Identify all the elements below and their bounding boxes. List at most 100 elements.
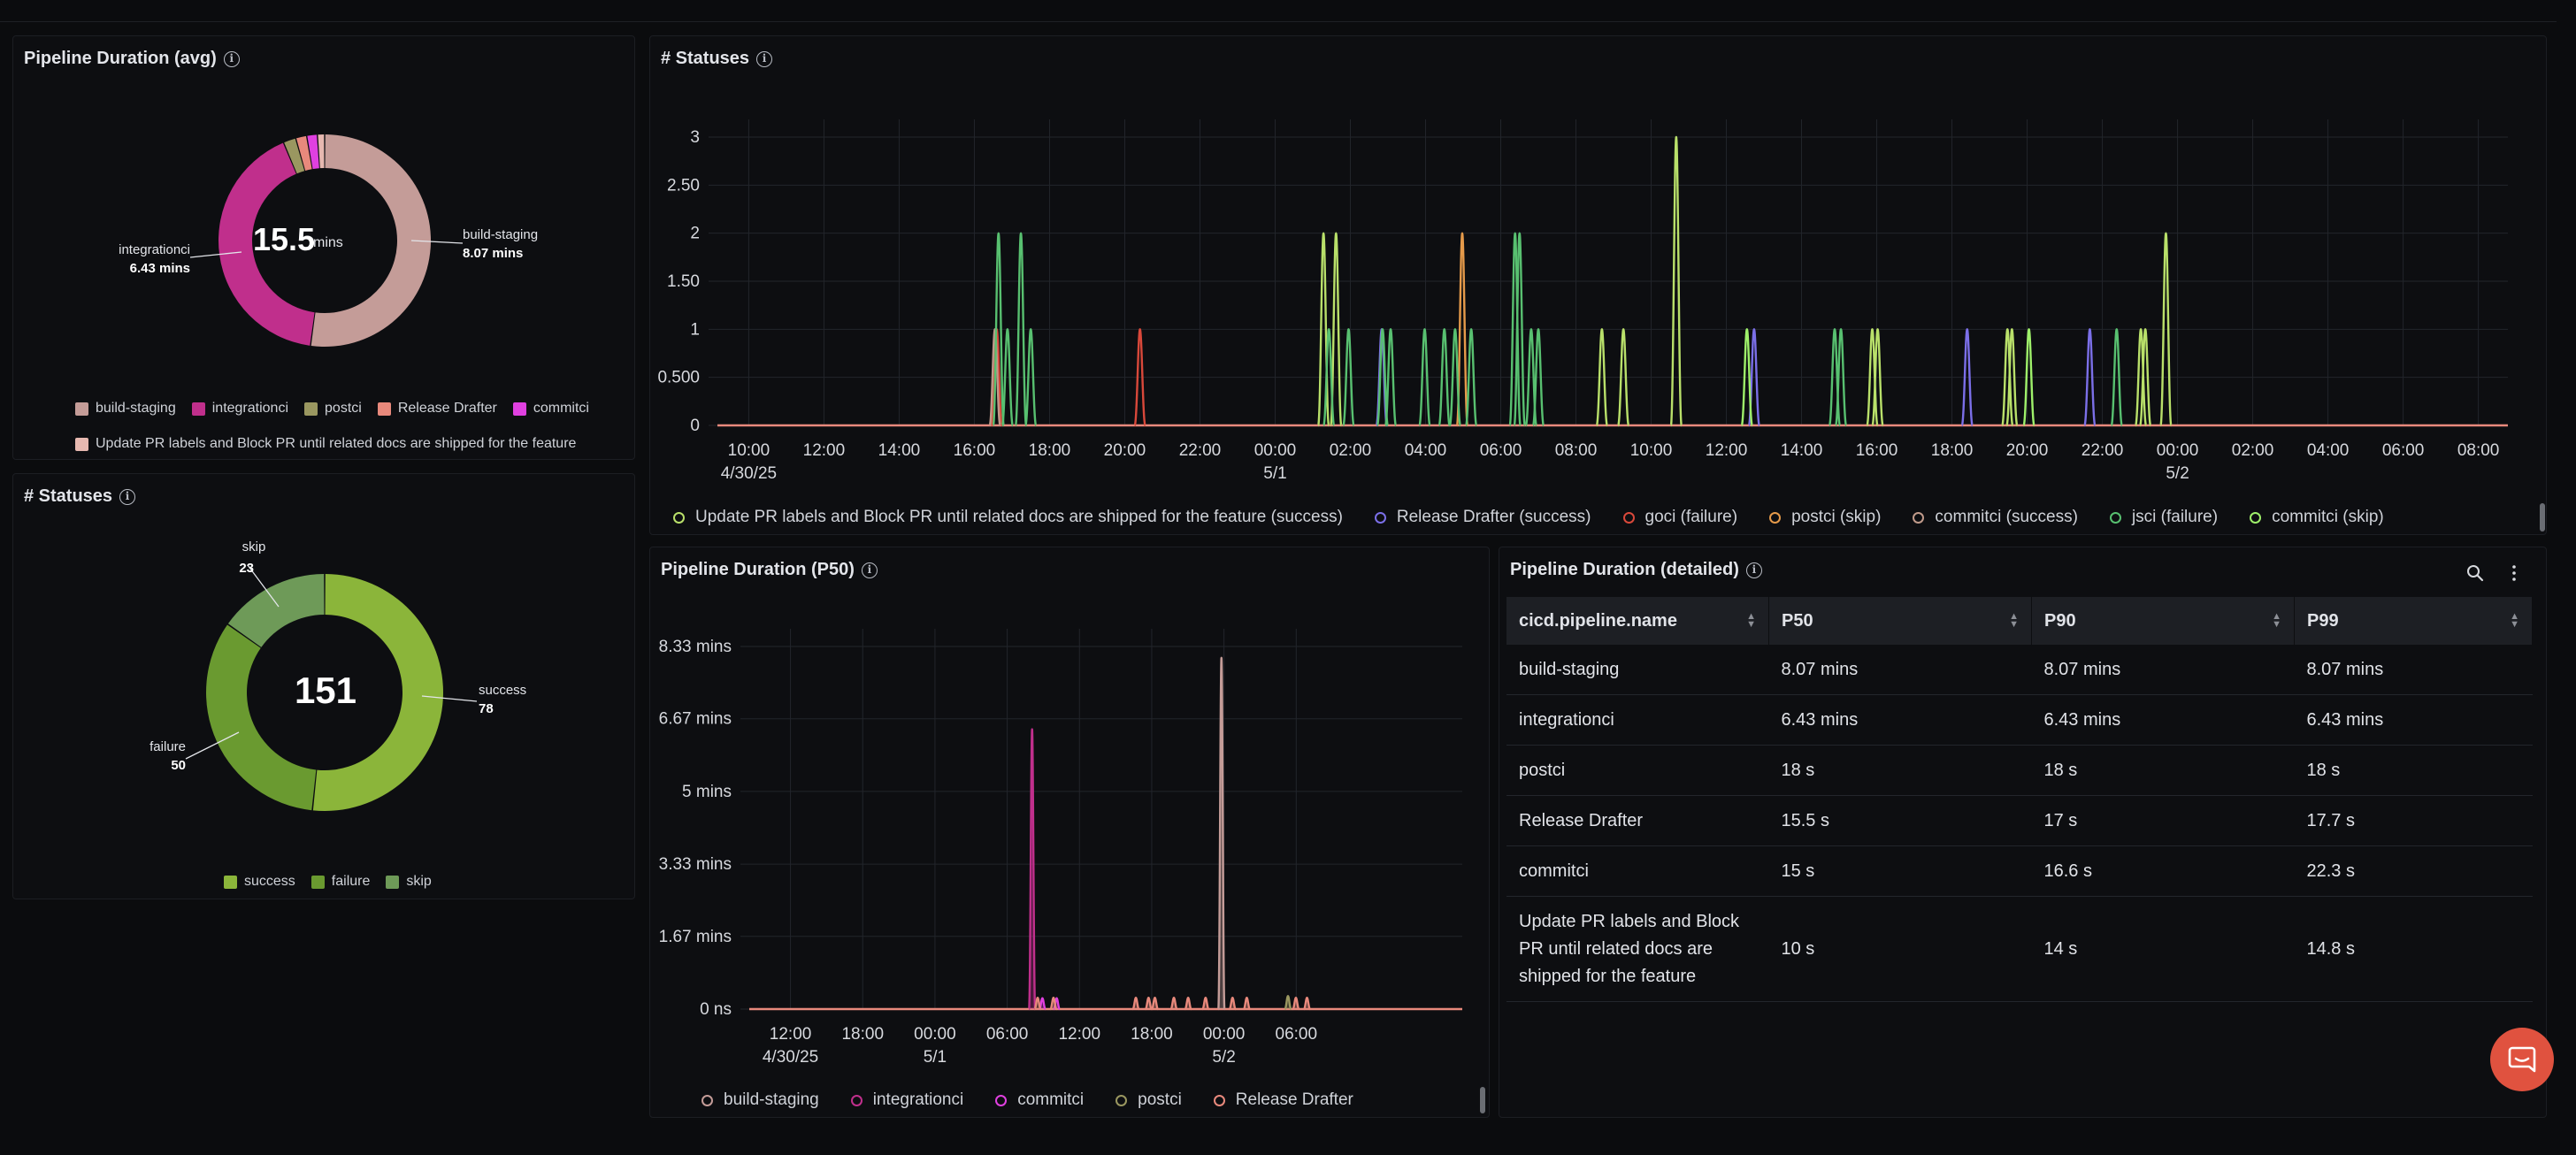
- data-point-spike[interactable]: [1508, 232, 1522, 427]
- sort-icon[interactable]: ▲ ▼: [2272, 611, 2281, 630]
- data-point-spike[interactable]: [1669, 135, 1683, 427]
- series-integrationci[interactable]: [1028, 728, 1037, 1011]
- legend-item-success[interactable]: success: [224, 874, 295, 890]
- data-point-spike[interactable]: [1217, 656, 1226, 1011]
- data-point-spike[interactable]: [1330, 232, 1343, 427]
- data-point-spike[interactable]: [2083, 328, 2097, 427]
- legend-item-series-2[interactable]: goci (failure): [1622, 508, 1737, 527]
- pie-slice-skip[interactable]: [227, 574, 325, 647]
- data-point-spike[interactable]: [2134, 328, 2148, 427]
- series-commitci-skip[interactable]: [1740, 328, 2036, 427]
- pie-slice-postci[interactable]: [284, 138, 305, 174]
- data-point-spike[interactable]: [1448, 328, 1462, 427]
- legend-item-series-0[interactable]: Update PR labels and Block PR until rela…: [673, 508, 1343, 527]
- data-point-spike[interactable]: [1464, 328, 1478, 427]
- data-point-spike[interactable]: [1384, 328, 1398, 427]
- legend-item-series-4[interactable]: commitci (success): [1913, 508, 2078, 527]
- sort-icon[interactable]: ▲ ▼: [2510, 611, 2519, 630]
- data-point-spike[interactable]: [1866, 328, 1879, 427]
- legend-item-integrationci[interactable]: integrationci: [191, 401, 288, 417]
- pie-slice-release-drafter[interactable]: [295, 135, 312, 171]
- data-point-spike[interactable]: [1284, 995, 1292, 1011]
- data-point-spike[interactable]: [1014, 232, 1028, 427]
- legend-item-series-5[interactable]: jsci (failure): [2109, 508, 2218, 527]
- info-icon[interactable]: i: [223, 50, 240, 67]
- data-point-spike[interactable]: [1150, 997, 1160, 1011]
- data-point-spike[interactable]: [1513, 232, 1526, 427]
- data-point-spike[interactable]: [2110, 328, 2123, 427]
- legend-item-release-drafter[interactable]: Release Drafter: [1213, 1090, 1353, 1110]
- pie-slice-failure[interactable]: [206, 624, 317, 811]
- legend-item-postci[interactable]: postci: [1116, 1090, 1182, 1110]
- column-header-p99[interactable]: P99 ▲ ▼: [2294, 597, 2533, 645]
- data-point-spike[interactable]: [992, 232, 1005, 427]
- data-point-spike[interactable]: [1871, 328, 1884, 427]
- legend-item-integrationci[interactable]: integrationci: [850, 1090, 963, 1110]
- pie-slice-commitci[interactable]: [307, 134, 319, 170]
- data-point-spike[interactable]: [1169, 997, 1178, 1011]
- legend-item-series-6[interactable]: commitci (skip): [2250, 508, 2384, 527]
- data-point-spike[interactable]: [1144, 997, 1154, 1011]
- more-options-icon[interactable]: [2510, 563, 2518, 583]
- data-point-spike[interactable]: [1033, 997, 1042, 1011]
- series-build-staging[interactable]: [1217, 656, 1226, 1011]
- legend-item-update-pr[interactable]: Update PR labels and Block PR until rela…: [75, 436, 576, 452]
- legend-item-series-3[interactable]: postci (skip): [1769, 508, 1881, 527]
- legend-item-skip[interactable]: skip: [386, 874, 432, 890]
- data-point-spike[interactable]: [1322, 328, 1336, 427]
- legend-item-failure[interactable]: failure: [310, 874, 370, 890]
- data-point-spike[interactable]: [1740, 328, 1753, 427]
- legend-item-commitci[interactable]: commitci: [995, 1090, 1084, 1110]
- data-point-spike[interactable]: [1834, 328, 1848, 427]
- info-icon[interactable]: i: [1745, 562, 1762, 578]
- table-row[interactable]: commitci 15 s 16.6 s 22.3 s: [1506, 845, 2533, 897]
- pie-slice-build-staging[interactable]: [310, 134, 432, 347]
- legend-item-commitci[interactable]: commitci: [512, 401, 589, 417]
- column-header-pipeline-name[interactable]: cicd.pipeline.name ▲ ▼: [1506, 597, 1769, 645]
- data-point-spike[interactable]: [1595, 328, 1609, 427]
- data-point-spike[interactable]: [2001, 328, 2014, 427]
- data-point-spike[interactable]: [1242, 997, 1252, 1011]
- legend-item-postci[interactable]: postci: [304, 401, 362, 417]
- data-point-spike[interactable]: [2159, 232, 2173, 427]
- sort-icon[interactable]: ▲ ▼: [1746, 611, 1756, 630]
- data-point-spike[interactable]: [1028, 728, 1037, 1011]
- legend-scrollbar[interactable]: [1480, 1087, 1485, 1113]
- data-point-spike[interactable]: [1531, 328, 1545, 427]
- series-postci[interactable]: [1284, 995, 1292, 1011]
- data-point-spike[interactable]: [1201, 997, 1210, 1011]
- pie-slice-success[interactable]: [312, 574, 444, 811]
- chat-support-button[interactable]: [2490, 1028, 2554, 1091]
- data-point-spike[interactable]: [1024, 328, 1038, 427]
- column-header-p90[interactable]: P90 ▲ ▼: [2031, 597, 2295, 645]
- data-point-spike[interactable]: [1131, 997, 1140, 1011]
- pie-slice-integrationci[interactable]: [218, 142, 315, 346]
- data-point-spike[interactable]: [1455, 232, 1469, 427]
- data-point-spike[interactable]: [2022, 328, 2036, 427]
- data-point-spike[interactable]: [2138, 328, 2152, 427]
- info-icon[interactable]: i: [119, 488, 136, 505]
- legend-item-release-drafter[interactable]: Release Drafter: [377, 401, 497, 417]
- data-point-spike[interactable]: [1438, 328, 1451, 427]
- info-icon[interactable]: i: [756, 50, 773, 67]
- table-row[interactable]: postci 18 s 18 s 18 s: [1506, 745, 2533, 796]
- legend-item-series-1[interactable]: Release Drafter (success): [1374, 508, 1591, 527]
- data-point-spike[interactable]: [1376, 328, 1390, 427]
- sort-icon[interactable]: ▲ ▼: [2009, 611, 2019, 630]
- data-point-spike[interactable]: [1049, 997, 1058, 1011]
- table-row[interactable]: build-staging 8.07 mins 8.07 mins 8.07 mins: [1506, 645, 2533, 695]
- data-point-spike[interactable]: [2005, 328, 2019, 427]
- series-postci-skip[interactable]: [1455, 232, 1469, 427]
- legend-item-build-staging[interactable]: build-staging: [75, 401, 176, 417]
- table-row[interactable]: integrationci 6.43 mins 6.43 mins 6.43 mins: [1506, 694, 2533, 746]
- table-row[interactable]: Release Drafter 15.5 s 17 s 17.7 s: [1506, 795, 2533, 846]
- data-point-spike[interactable]: [1342, 328, 1355, 427]
- data-point-spike[interactable]: [1616, 328, 1630, 427]
- data-point-spike[interactable]: [1960, 328, 1974, 427]
- data-point-spike[interactable]: [1000, 328, 1015, 427]
- series-update-pr-labels-and-block-pr-until-related-docs-are-shipped-for-the-feature-success[interactable]: [1316, 135, 2173, 427]
- column-header-p50[interactable]: P50 ▲ ▼: [1768, 597, 2032, 645]
- data-point-spike[interactable]: [1184, 997, 1192, 1011]
- table-row[interactable]: Update PR labels and Block PR until rela…: [1506, 896, 2533, 1002]
- data-point-spike[interactable]: [1133, 328, 1146, 427]
